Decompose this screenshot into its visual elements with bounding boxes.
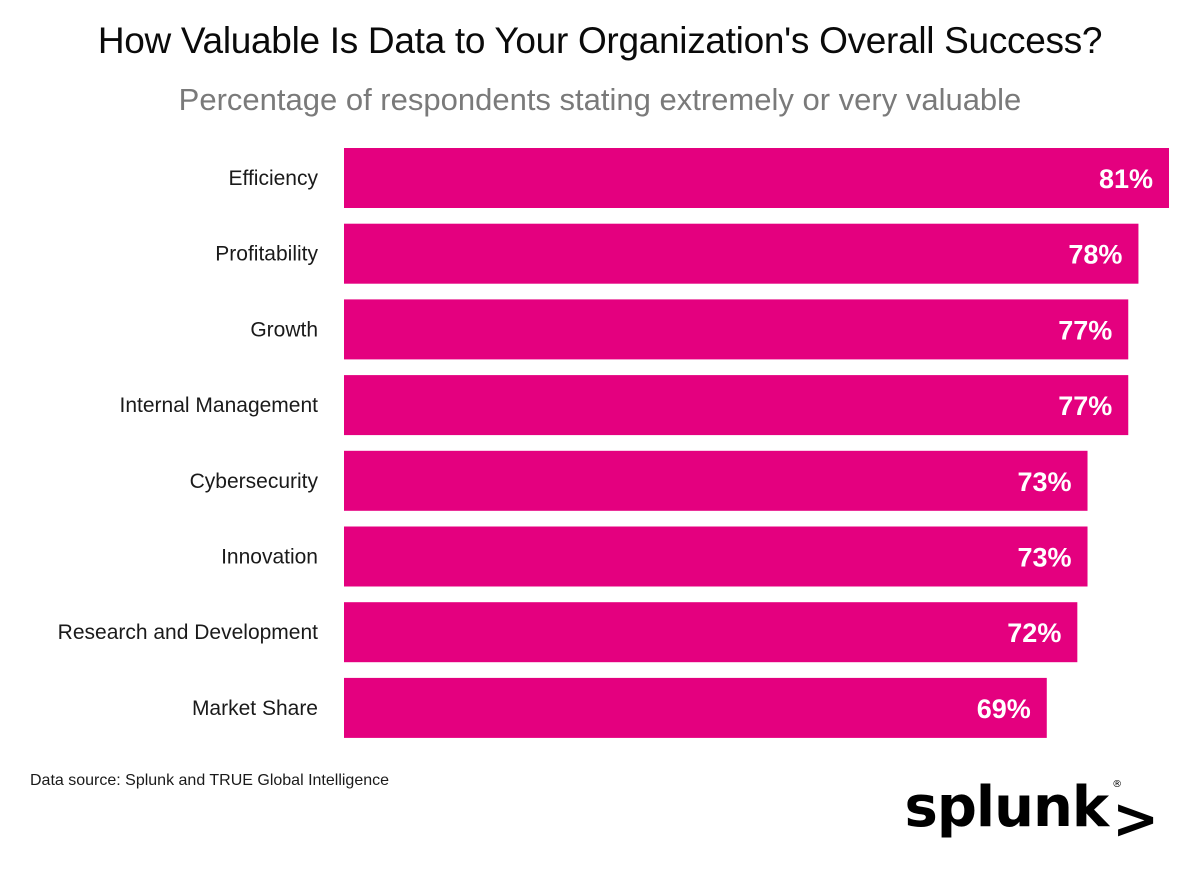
category-label: Growth <box>250 318 318 341</box>
category-label: Profitability <box>215 243 318 266</box>
bar-market-share <box>344 677 1047 738</box>
chart-subtitle: Percentage of respondents stating extrem… <box>178 82 1022 117</box>
logo-registered-mark: ® <box>1112 779 1123 790</box>
value-label: 73% <box>1017 467 1071 497</box>
chart-title: How Valuable Is Data to Your Organizatio… <box>97 20 1103 61</box>
value-label: 72% <box>1007 618 1061 648</box>
logo-chevron: > <box>1112 787 1159 852</box>
category-label: Market Share <box>192 697 318 720</box>
value-label: 81% <box>1099 164 1153 194</box>
category-label: Internal Management <box>120 394 319 417</box>
category-label: Cybersecurity <box>190 470 319 493</box>
bar-internal-management <box>344 375 1129 436</box>
category-label: Research and Development <box>58 621 318 644</box>
splunk-logo: splunk ® > <box>904 775 1159 852</box>
bar-cybersecurity <box>344 450 1088 511</box>
bar-innovation <box>344 526 1088 587</box>
bar-efficiency <box>344 148 1169 208</box>
value-label: 73% <box>1017 543 1071 573</box>
category-label: Efficiency <box>229 167 319 190</box>
bar-growth <box>344 299 1129 360</box>
category-label: Innovation <box>221 546 318 569</box>
data-source-note: Data source: Splunk and TRUE Global Inte… <box>30 772 390 789</box>
value-label: 78% <box>1068 240 1122 270</box>
value-label: 77% <box>1058 315 1112 345</box>
bar-research-and-development <box>344 602 1078 663</box>
bar-profitability <box>344 223 1139 284</box>
value-label: 69% <box>977 694 1031 724</box>
logo-wordmark: splunk <box>904 775 1109 840</box>
value-label: 77% <box>1058 391 1112 421</box>
logo-chevron-icon: ® > <box>1112 779 1159 852</box>
